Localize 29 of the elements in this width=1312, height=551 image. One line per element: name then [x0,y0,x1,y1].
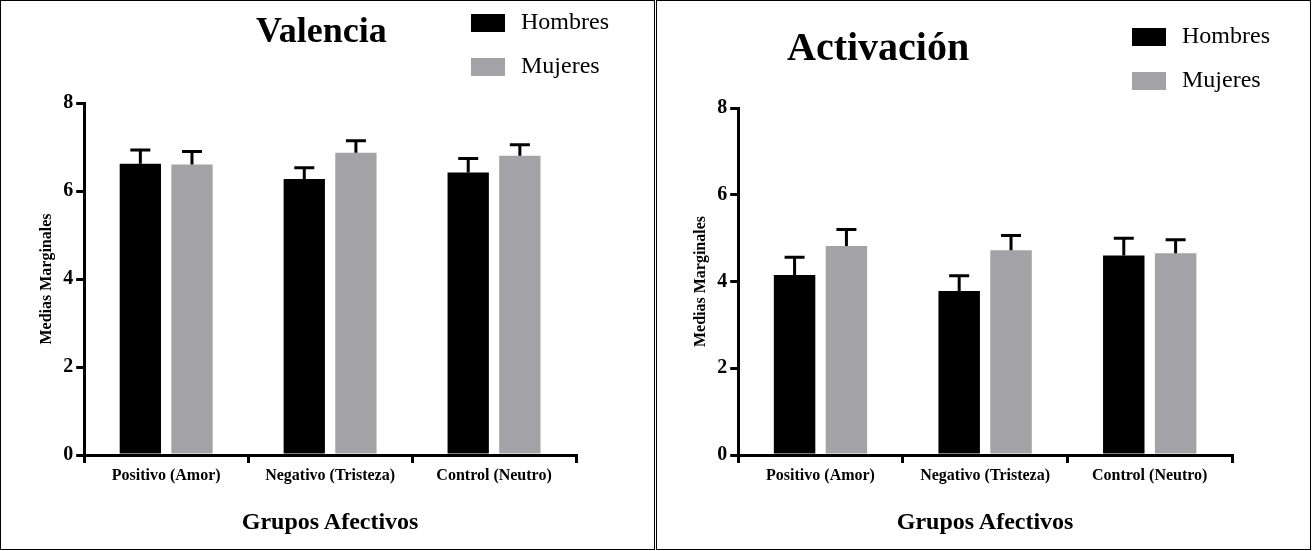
y-tick-label: 8 [63,90,74,113]
y-axis-title: Medias Marginales [36,213,55,345]
x-tick-label: Negativo (Tristeza) [920,465,1051,484]
bar [825,245,868,454]
x-axis-title: Grupos Afectivos [241,507,419,534]
y-tick-label: 2 [717,355,728,378]
x-tick-label: Control (Neutro) [1092,465,1208,484]
legend-label: Hombres [1182,22,1270,49]
x-axis-title: Grupos Afectivos [896,507,1074,534]
bar [1154,253,1197,454]
x-tick-label: Control (Neutro) [436,465,552,484]
y-tick-label: 0 [717,442,728,465]
y-tick-label: 0 [63,442,74,465]
legend-label: Mujeres [521,52,600,79]
y-tick-label: 6 [717,181,728,204]
x-tick-label: Negativo (Tristeza) [265,465,396,484]
x-tick-label: Positivo (Amor) [111,465,221,484]
y-tick-label: 6 [63,178,74,201]
x-tick-label: Positivo (Amor) [766,465,875,484]
y-axis-title: Medias Marginales [690,215,709,348]
y-tick-label: 4 [717,268,728,291]
legend-label: Hombres [521,8,609,35]
y-tick-label: 4 [63,266,74,289]
bar [990,250,1032,454]
chart-title: Activación [787,23,970,70]
y-tick-label: 2 [63,354,74,377]
chart-title: Valencia [256,9,387,51]
legend-label: Mujeres [1182,66,1261,93]
y-tick-label: 8 [717,95,728,118]
